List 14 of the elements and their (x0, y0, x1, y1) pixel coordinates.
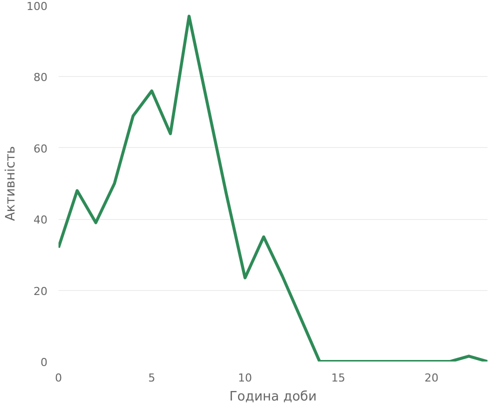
y-axis-title: Активність (4, 146, 19, 221)
y-tick-label: 80 (34, 71, 48, 84)
x-axis-title: Година доби (229, 390, 317, 404)
x-tick-label: 0 (55, 372, 62, 384)
y-tick-label: 40 (34, 214, 48, 227)
y-tick-label: 0 (40, 356, 48, 369)
y-tick-label: 100 (26, 0, 48, 13)
x-tick-label: 15 (331, 372, 346, 384)
x-tick-label: 5 (148, 372, 156, 384)
y-tick-label: 60 (34, 142, 48, 156)
line-series (58, 14, 488, 362)
x-tick-label: 20 (424, 372, 439, 384)
x-tick-label: 10 (238, 372, 252, 384)
y-tick-label: 20 (34, 284, 48, 298)
